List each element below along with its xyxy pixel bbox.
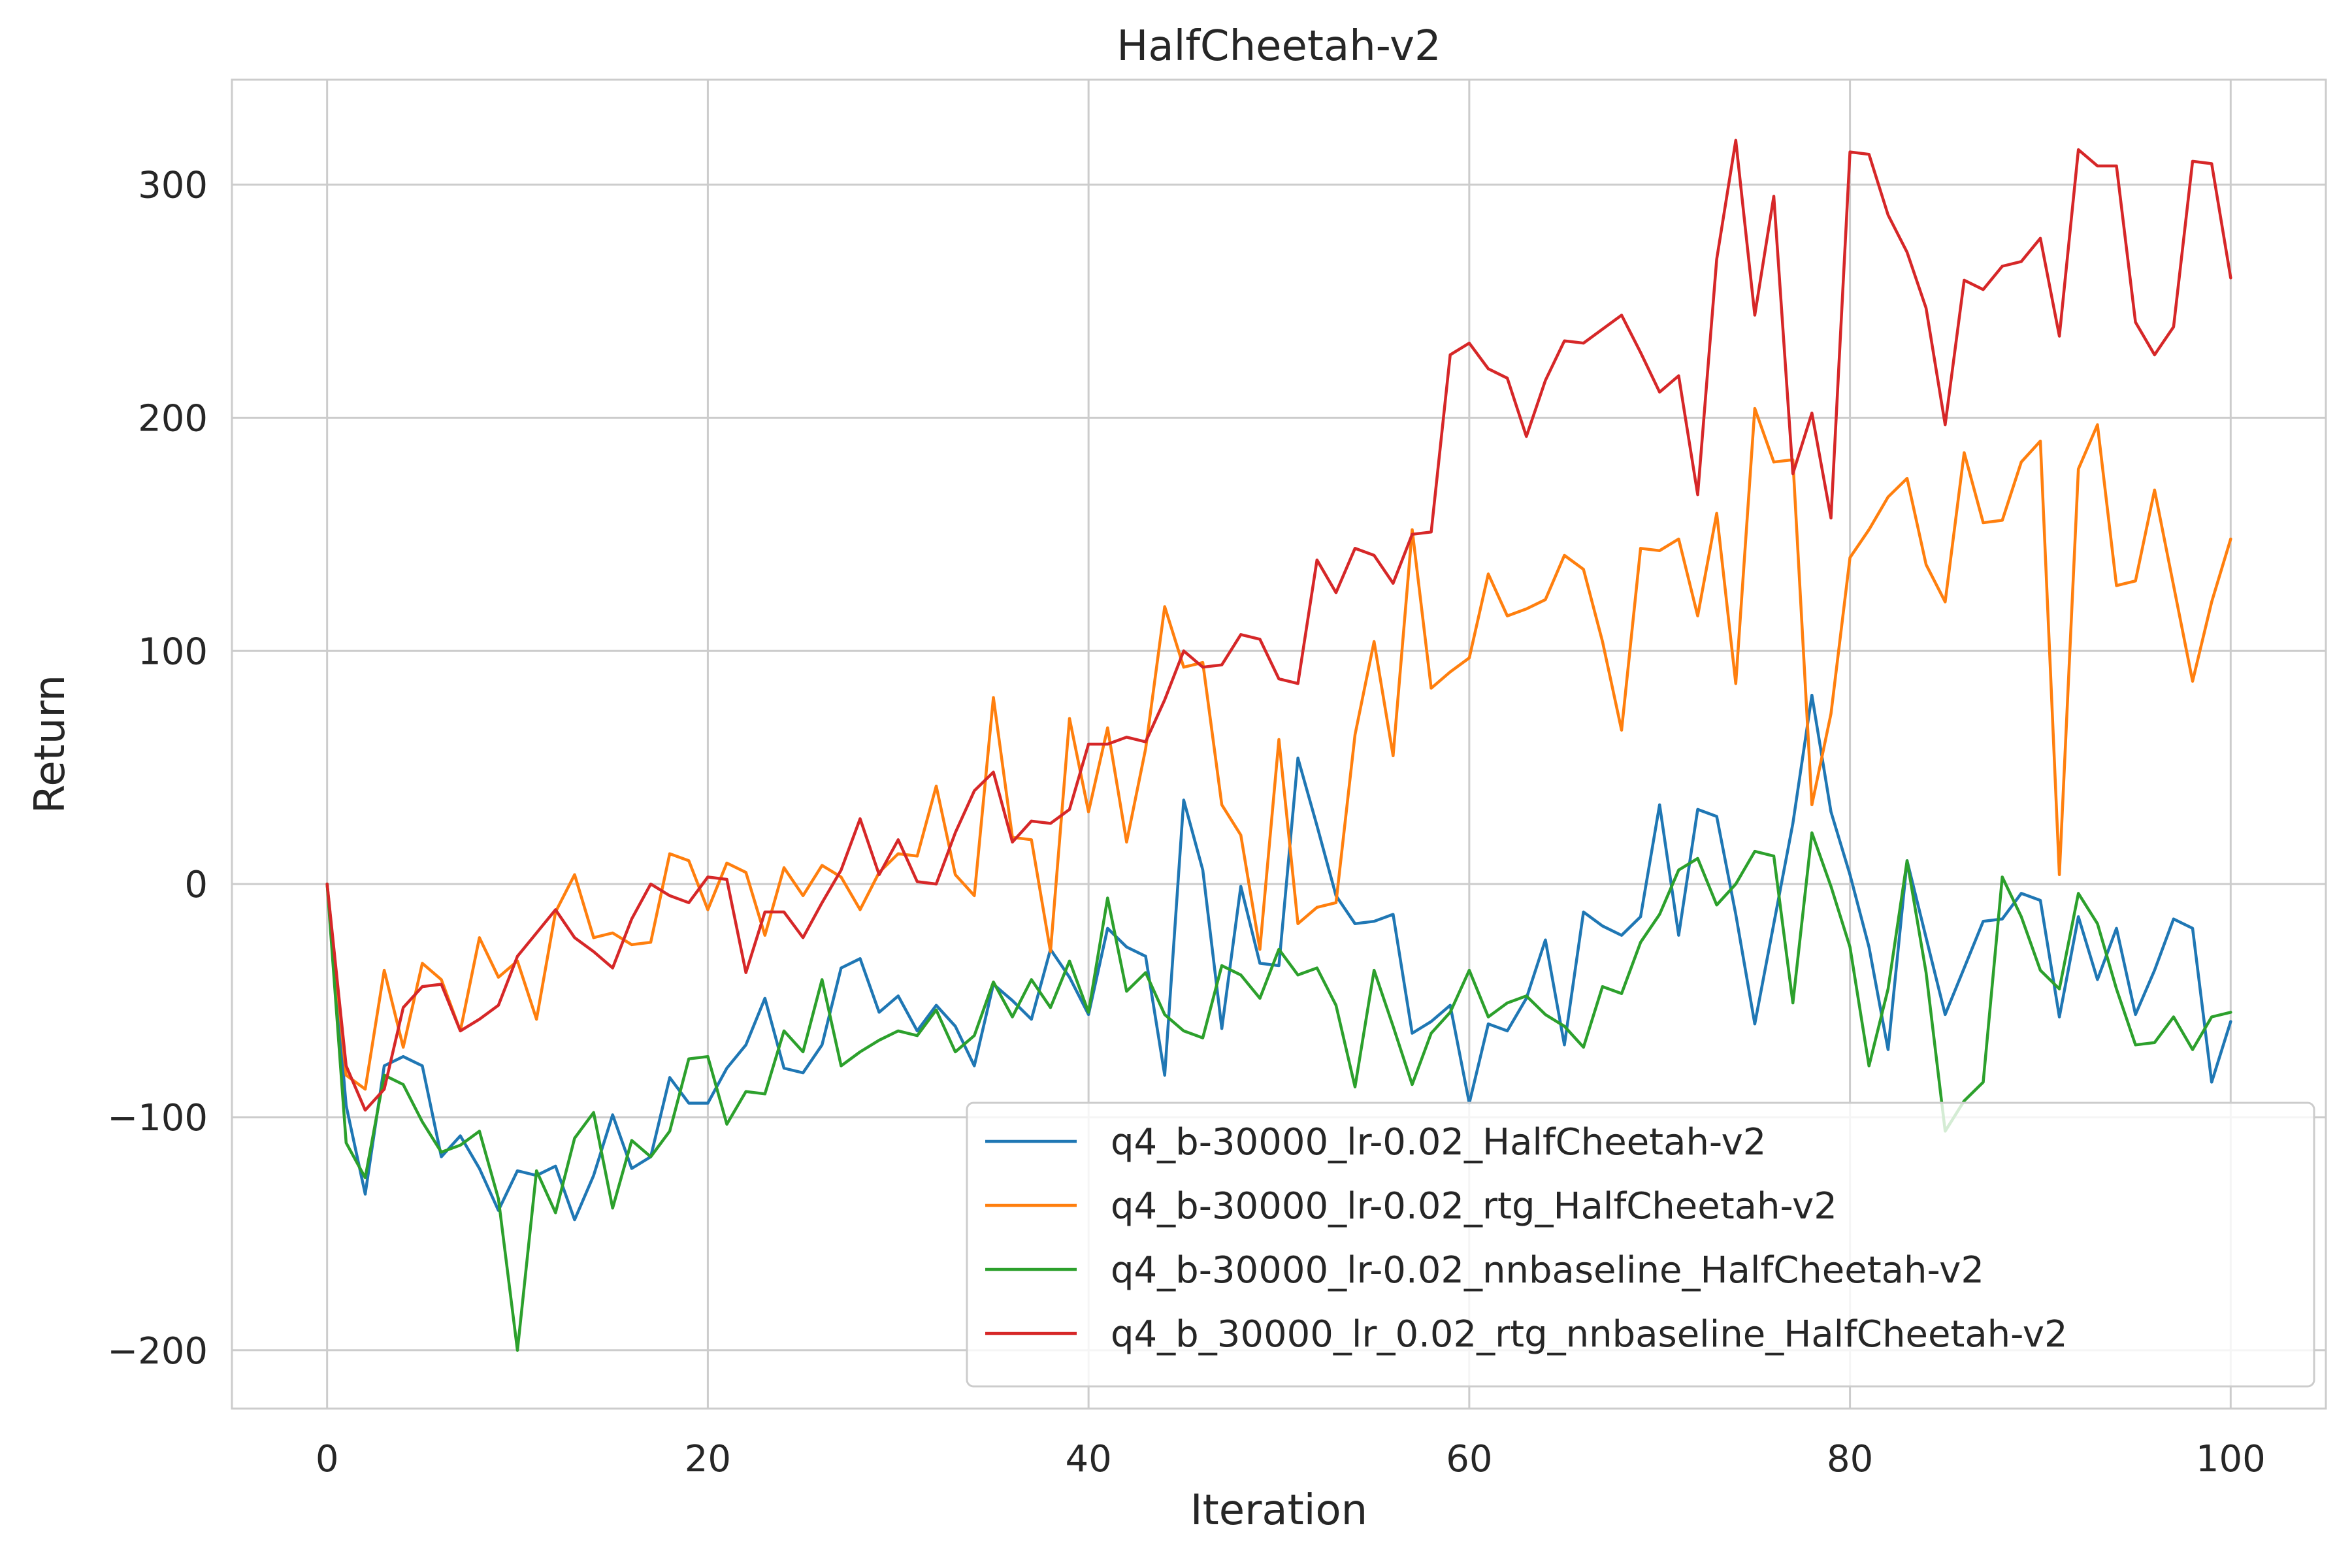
x-tick-label: 20 (685, 1438, 731, 1480)
legend: q4_b-30000_lr-0.02_HalfCheetah-v2 q4_b-30… (966, 1102, 2315, 1388)
series-line-4 (325, 139, 2232, 1112)
y-tick-label: −200 (107, 1330, 208, 1373)
x-tick-label: 60 (1446, 1438, 1492, 1480)
y-tick-label: 200 (138, 397, 208, 440)
series-line-3 (325, 831, 2232, 1352)
legend-label-3: q4_b-30000_lr-0.02_nnbaseline_HalfCheeta… (1111, 1249, 1984, 1292)
x-tick-label: 0 (316, 1438, 339, 1480)
y-tick-label: 100 (138, 630, 208, 673)
y-tick-label: −100 (107, 1097, 208, 1139)
plot-frame (231, 78, 2327, 1410)
series-line-2 (325, 406, 2232, 1091)
legend-label-4: q4_b_30000_lr_0.02_rtg_nnbaseline_HalfCh… (1111, 1313, 2068, 1356)
x-tick-label: 100 (2196, 1438, 2266, 1480)
y-tick-label: 300 (138, 165, 208, 207)
x-tick-label: 40 (1066, 1438, 1112, 1480)
x-axis-label: Iteration (1190, 1486, 1367, 1535)
series-lines (325, 139, 2232, 1352)
tick-labels: 0 20 40 60 80 100 −200 −100 0 100 200 300 (107, 165, 2266, 1480)
series-line-1 (325, 693, 2232, 1222)
x-tick-label: 80 (1827, 1438, 1873, 1480)
chart-title: HalfCheetah-v2 (1117, 22, 1441, 71)
legend-box (966, 1102, 2315, 1388)
legend-label-2: q4_b-30000_lr-0.02_rtg_HalfCheetah-v2 (1111, 1185, 1837, 1228)
legend-label-1: q4_b-30000_lr-0.02_HalfCheetah-v2 (1111, 1121, 1766, 1164)
y-tick-label: 0 (184, 864, 208, 906)
y-axis-label: Return (26, 675, 74, 813)
